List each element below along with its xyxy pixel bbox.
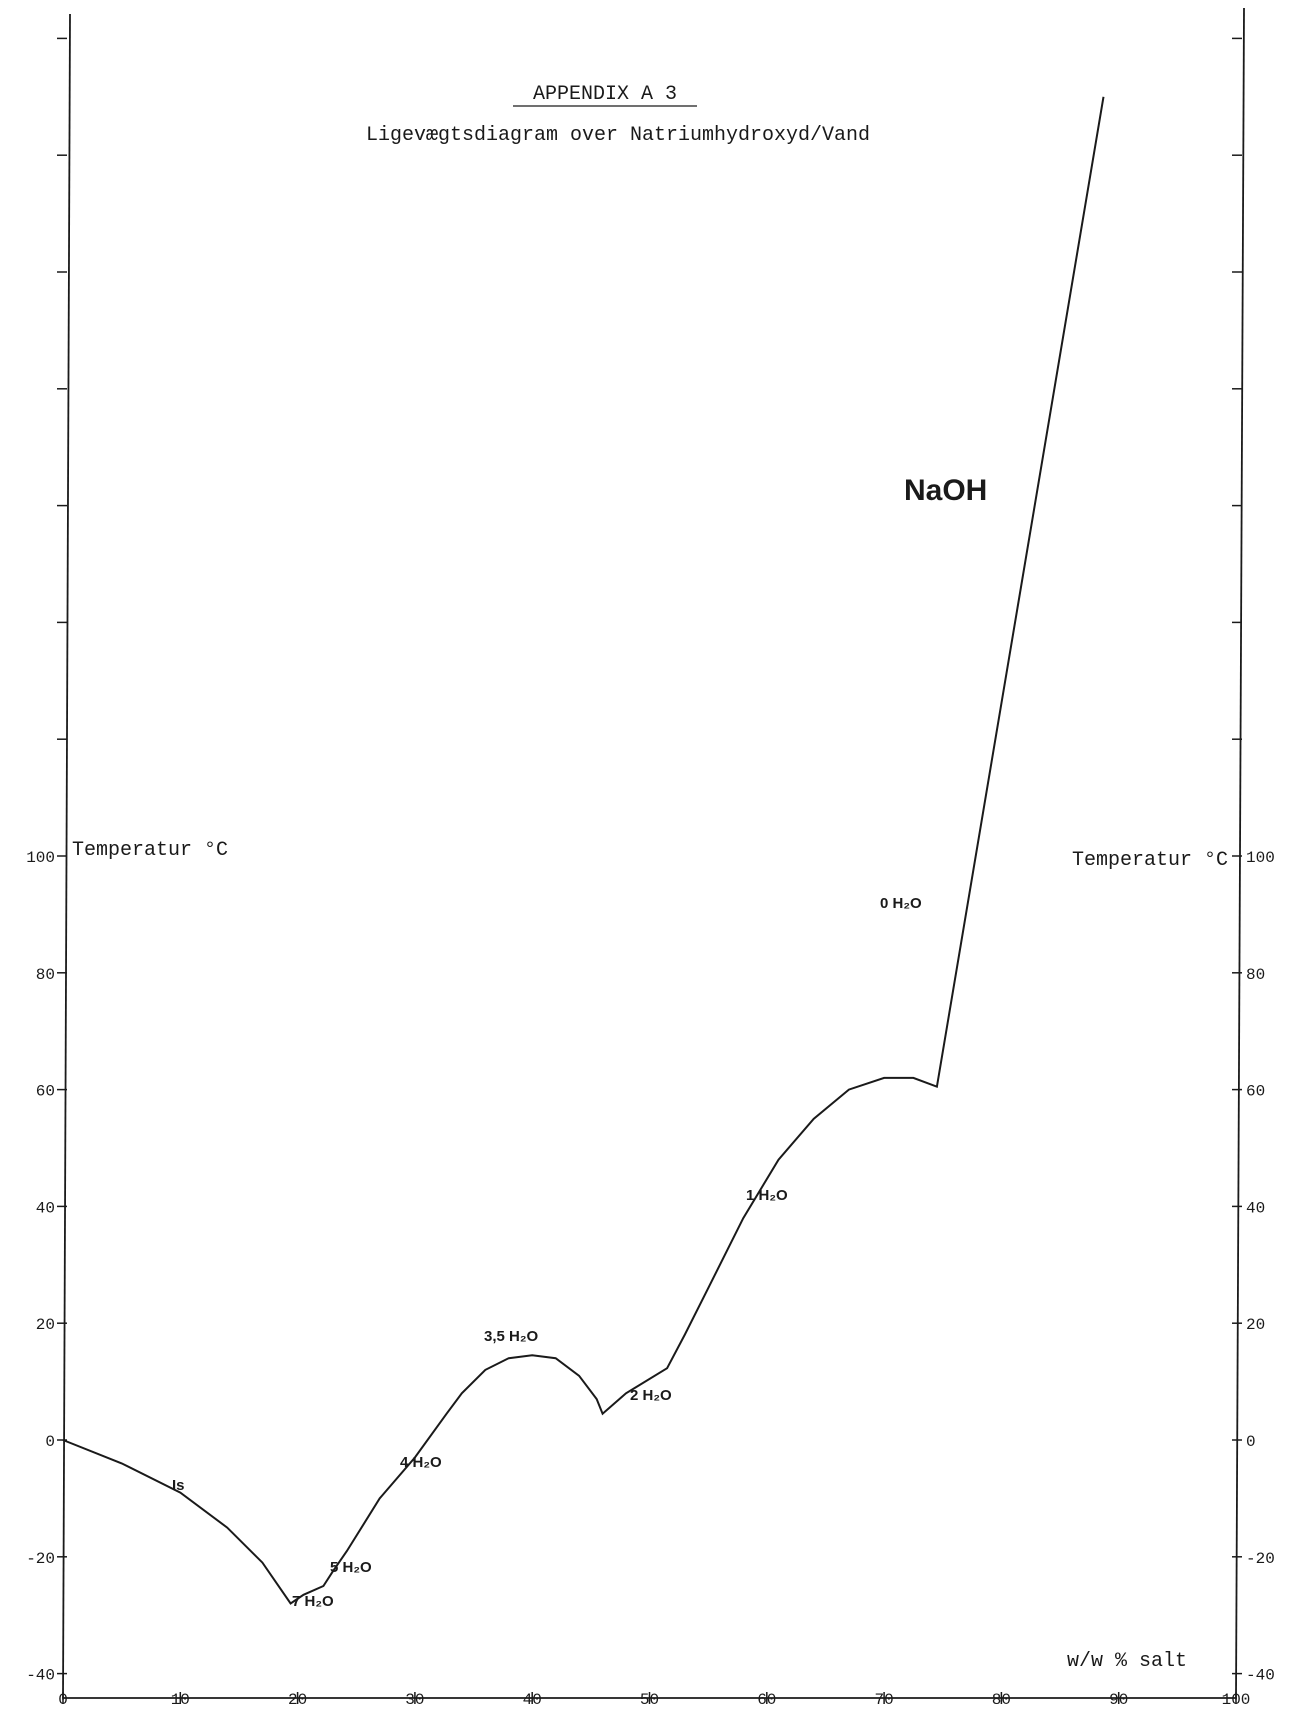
- label-2h2o: 2 H₂O: [630, 1387, 672, 1404]
- label-3-5h2o: 3,5 H₂O: [484, 1328, 539, 1345]
- left-ytick-label: 80: [36, 966, 55, 984]
- xtick-label: 40: [523, 1691, 542, 1709]
- xtick-label: 50: [640, 1691, 659, 1709]
- chart-title: APPENDIX A 3: [533, 83, 677, 106]
- axis-ticks: [57, 37, 1242, 1704]
- left-ytick-label: -20: [26, 1550, 55, 1568]
- xtick-label: 20: [288, 1691, 307, 1709]
- right-ytick-label: 40: [1246, 1199, 1265, 1217]
- right-ytick-label: 0: [1246, 1433, 1256, 1451]
- xtick-label: 10: [171, 1691, 190, 1709]
- left-ytick-label: 60: [36, 1083, 55, 1101]
- label-1h2o: 1 H₂O: [746, 1187, 788, 1204]
- right-ylabel: Temperatur °C: [1072, 849, 1228, 872]
- label-4h2o: 4 H₂O: [400, 1454, 442, 1471]
- tick-labels: -40 -20 0 20 40 60 80 100 -40 -20 0 20 40 60 80 100 0 10 2…: [26, 849, 1275, 1709]
- right-ytick-label: -40: [1246, 1667, 1275, 1685]
- left-ytick-label: 20: [36, 1316, 55, 1334]
- label-5h2o: 5 H₂O: [330, 1559, 372, 1576]
- right-axis: [1235, 7, 1245, 1699]
- x-axis-label: w/w % salt: [1067, 1650, 1187, 1673]
- right-ytick-label: -20: [1246, 1550, 1275, 1568]
- right-ytick-label: 80: [1246, 966, 1265, 984]
- xtick-label: 90: [1109, 1691, 1128, 1709]
- xtick-label: 60: [757, 1691, 776, 1709]
- liquidus-curve: [62, 96, 1105, 1605]
- label-ice: Is: [172, 1477, 185, 1494]
- right-ytick-label: 20: [1246, 1316, 1265, 1334]
- label-0h2o: 0 H₂O: [880, 895, 922, 912]
- xtick-label: 100: [1222, 1691, 1251, 1709]
- chart-subtitle: Ligevægtsdiagram over Natriumhydroxyd/Va…: [366, 124, 870, 147]
- xtick-label: 0: [58, 1691, 68, 1709]
- left-ylabel: Temperatur °C: [72, 839, 228, 862]
- left-ytick-label: -40: [26, 1667, 55, 1685]
- left-ytick-label: 0: [45, 1433, 55, 1451]
- label-7h2o: 7 H₂O: [292, 1593, 334, 1610]
- left-ytick-label: 40: [36, 1199, 55, 1217]
- left-ytick-label: 100: [26, 849, 55, 867]
- right-ytick-label: 60: [1246, 1083, 1265, 1101]
- xtick-label: 80: [992, 1691, 1011, 1709]
- xtick-label: 70: [874, 1691, 893, 1709]
- right-ytick-label: 100: [1246, 849, 1275, 867]
- label-naoh: NaOH: [904, 474, 987, 507]
- xtick-label: 30: [405, 1691, 424, 1709]
